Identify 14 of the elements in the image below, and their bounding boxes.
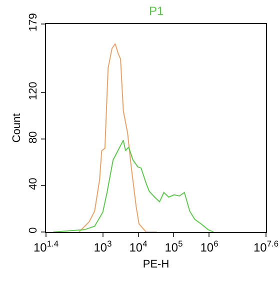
x-tick-label: 10$^{4}$ [129,238,148,254]
x-tick-label: 10$^{3}$ [94,238,112,254]
y-tick-label: 179 [28,13,40,32]
x-tick-label: 10$^{7.6}$ [253,238,279,254]
x-tick-label: 10$^{5}$ [164,238,184,254]
y-axis-title: Count [11,113,24,143]
y-tick-label: 0 [28,227,40,234]
y-tick-label: 80 [28,131,40,144]
x-axis-title: PE-H [142,258,170,271]
y-tick-label: 120 [28,82,40,100]
x-tick-label: 10$^{1.4}$ [33,238,59,254]
x-tick-label: 10$^{6}$ [200,238,219,254]
y-tick-label: 40 [28,178,40,190]
text: P1 [149,4,164,18]
